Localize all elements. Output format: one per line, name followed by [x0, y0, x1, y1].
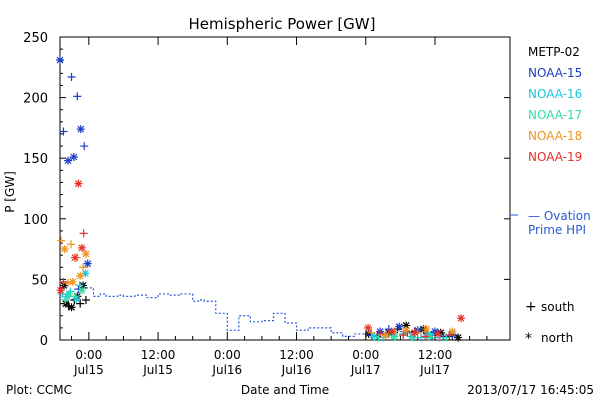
north-marker-noaa-19: [77, 243, 86, 252]
south-marker-noaa-19: [59, 277, 68, 286]
marker-key-north-label: north: [541, 331, 573, 345]
chart-title: Hemispheric Power [GW]: [189, 15, 376, 33]
north-marker-metp-02: [364, 329, 373, 338]
north-marker-noaa-19: [433, 329, 442, 338]
satellite-markers: [56, 56, 465, 342]
south-marker-noaa-19: [399, 331, 408, 340]
marker-key-north-symbol: *: [525, 331, 532, 347]
north-marker-metp-02: [436, 328, 445, 337]
north-marker-noaa-17: [77, 286, 86, 295]
south-marker-noaa-18: [57, 236, 66, 245]
ovation-legend-line1: — Ovation: [528, 209, 591, 223]
x-tick-time-label: 12:00: [141, 348, 176, 362]
north-marker-noaa-15: [64, 156, 73, 165]
north-marker-noaa-15: [395, 322, 404, 331]
y-tick-label: 100: [23, 213, 48, 228]
south-marker-noaa-18: [66, 240, 75, 249]
south-marker-noaa-16: [417, 333, 426, 342]
south-marker-noaa-18: [367, 328, 376, 337]
marker-key-south-symbol: +: [525, 299, 537, 315]
north-marker-noaa-17: [65, 289, 74, 298]
north-marker-noaa-19: [74, 179, 83, 188]
y-tick-label: 200: [23, 92, 48, 107]
x-axis-label: Date and Time: [241, 383, 329, 397]
north-marker-noaa-16: [407, 332, 416, 341]
x-tick-date-label: Jul15: [73, 363, 104, 377]
north-marker-metp-02: [402, 321, 411, 330]
y-axis: 0 50 100 150 200 250: [23, 31, 510, 349]
legend-entry: NOAA-18: [528, 129, 582, 143]
north-marker-noaa-18: [448, 327, 457, 336]
legend-entry: NOAA-16: [528, 87, 582, 101]
y-tick-label: 250: [23, 31, 48, 46]
north-marker-noaa-17: [425, 332, 434, 341]
north-marker-noaa-19: [456, 314, 465, 323]
x-tick-date-label: Jul15: [142, 363, 173, 377]
north-marker-noaa-19: [71, 253, 79, 262]
south-marker-metp-02: [81, 296, 90, 305]
x-tick-time-label: 0:00: [352, 348, 379, 362]
south-marker-noaa-17: [374, 333, 383, 342]
north-marker-noaa-19: [387, 327, 396, 336]
x-tick-date-label: Jul16: [281, 363, 312, 377]
legend-entry: METP-02: [528, 45, 580, 59]
x-tick-time-label: 12:00: [418, 348, 453, 362]
south-marker-noaa-15: [59, 127, 68, 136]
x-axis: 0:00Jul1512:00Jul150:00Jul1612:00Jul160:…: [71, 37, 488, 377]
ovation-legend: — Ovation Prime HPI: [510, 209, 591, 237]
x-tick-time-label: 0:00: [75, 348, 102, 362]
north-marker-noaa-18: [381, 331, 390, 340]
south-marker-noaa-19: [445, 331, 454, 340]
legend-entry: NOAA-19: [528, 150, 582, 164]
marker-key-south-label: south: [541, 300, 575, 314]
north-marker-noaa-16: [72, 294, 81, 303]
plot-frame: [59, 36, 511, 341]
north-marker-noaa-18: [68, 277, 77, 286]
north-marker-noaa-18: [81, 249, 90, 258]
south-marker-noaa-19: [376, 329, 385, 338]
north-marker-noaa-16: [81, 269, 90, 278]
south-marker-noaa-15: [80, 142, 89, 151]
south-marker-noaa-17: [61, 296, 70, 305]
south-marker-noaa-17: [71, 292, 79, 301]
north-marker-noaa-18: [402, 326, 411, 335]
y-tick-label: 0: [40, 334, 48, 349]
x-tick-time-label: 0:00: [214, 348, 241, 362]
plot-credit: Plot: CCMC: [6, 383, 72, 397]
marker-key: + south * north: [525, 299, 575, 347]
north-marker-noaa-19: [56, 286, 65, 295]
y-tick-label: 150: [23, 152, 48, 167]
south-marker-noaa-15: [67, 72, 76, 81]
north-marker-noaa-15: [69, 152, 78, 161]
x-tick-date-label: Jul16: [211, 363, 242, 377]
north-marker-noaa-19: [410, 328, 419, 337]
south-marker-metp-02: [76, 299, 85, 308]
timestamp: 2013/07/17 16:45:05: [467, 383, 594, 397]
north-marker-noaa-16: [370, 332, 379, 341]
south-marker-noaa-15: [73, 92, 82, 101]
north-marker-metp-02: [454, 333, 463, 342]
legend: METP-02 NOAA-15 NOAA-16 NOAA-17 NOAA-18 NOAA-…: [528, 45, 582, 164]
north-marker-noaa-18: [76, 271, 85, 280]
x-tick-date-label: Jul17: [350, 363, 381, 377]
ovation-legend-line2: Prime HPI: [528, 223, 586, 237]
north-marker-noaa-15: [56, 56, 64, 65]
south-marker-noaa-18: [79, 263, 88, 272]
north-marker-noaa-17: [390, 332, 399, 341]
north-marker-noaa-15: [83, 259, 92, 268]
y-tick-label: 50: [31, 273, 48, 288]
north-marker-noaa-18: [422, 325, 431, 334]
north-marker-noaa-15: [76, 125, 85, 134]
south-marker-noaa-19: [79, 229, 88, 238]
north-marker-noaa-19: [364, 323, 373, 332]
north-marker-noaa-18: [60, 245, 69, 254]
y-axis-label: P [GW]: [3, 171, 17, 213]
legend-entry: NOAA-17: [528, 108, 582, 122]
north-marker-metp-02: [67, 303, 76, 312]
legend-entry: NOAA-15: [528, 66, 582, 80]
south-marker-noaa-19: [421, 332, 430, 341]
x-tick-time-label: 12:00: [279, 348, 314, 362]
x-tick-date-label: Jul17: [419, 363, 450, 377]
